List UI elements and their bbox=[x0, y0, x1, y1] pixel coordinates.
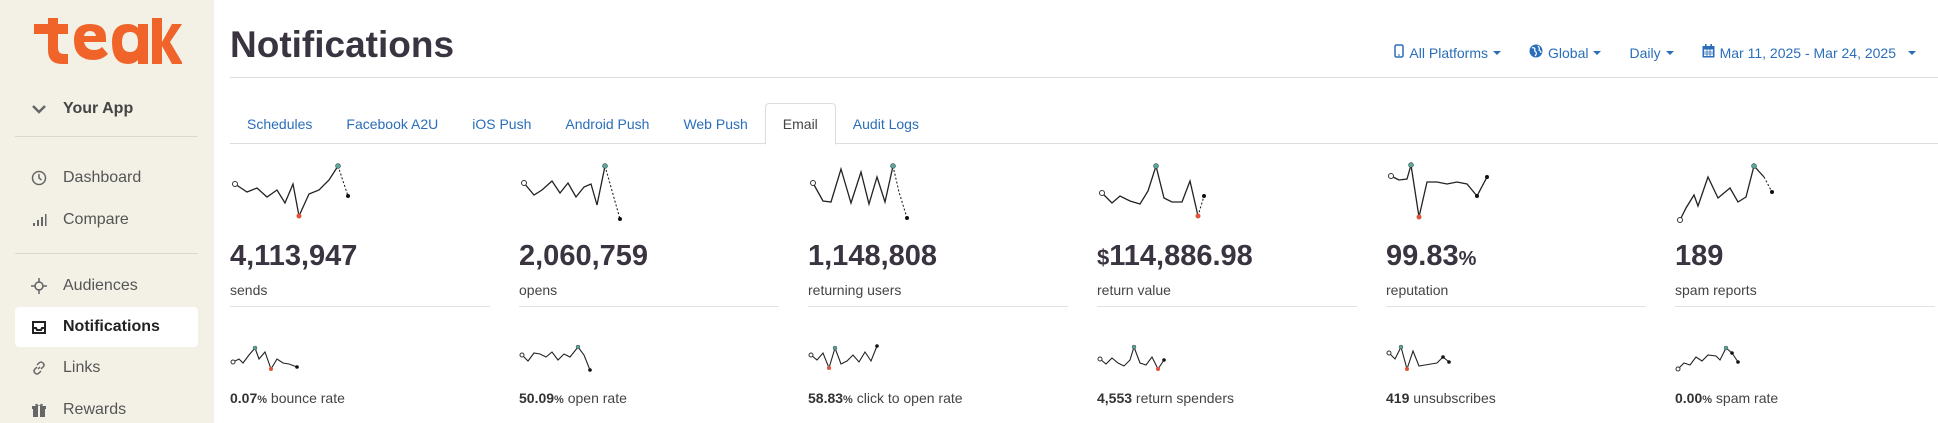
sidebar: Your App Dashboard Compare Audiences bbox=[0, 0, 214, 423]
submetric-text: 58.83% click to open rate bbox=[808, 390, 963, 406]
date-range-filter[interactable]: Mar 11, 2025 - Mar 24, 2025 bbox=[1702, 44, 1916, 61]
sidebar-divider bbox=[15, 253, 198, 254]
metric-label: spam reports bbox=[1675, 282, 1757, 298]
platform-filter[interactable]: All Platforms bbox=[1394, 44, 1501, 61]
metric-value: 189 bbox=[1675, 240, 1724, 272]
sidebar-item-label: Compare bbox=[63, 211, 129, 228]
sidebar-item-label: Audiences bbox=[63, 277, 138, 294]
tab-web-push[interactable]: Web Push bbox=[683, 115, 748, 132]
filter-bar: All Platforms Global Daily Mar 11, 2025 … bbox=[1366, 44, 1916, 61]
metric-divider bbox=[1097, 306, 1357, 307]
submetric-text: 0.07% bounce rate bbox=[230, 390, 345, 406]
sends-sparkline bbox=[232, 163, 350, 219]
caret-down-icon bbox=[1908, 50, 1916, 55]
teak-logo[interactable] bbox=[30, 18, 182, 64]
opens-sparkline bbox=[521, 163, 622, 221]
metric-divider bbox=[808, 306, 1068, 307]
tab-facebook-a2u[interactable]: Facebook A2U bbox=[346, 115, 439, 132]
globe-icon bbox=[1529, 44, 1543, 61]
sidebar-divider bbox=[15, 136, 198, 137]
crosshair-icon bbox=[29, 276, 49, 296]
app-selector[interactable]: Your App bbox=[15, 89, 198, 129]
click-to-open-rate-sparkline bbox=[808, 344, 879, 370]
metric-divider bbox=[1675, 306, 1935, 307]
returning-users-sparkline bbox=[810, 163, 909, 220]
sidebar-item-label: Notifications bbox=[63, 318, 160, 335]
tab-audit-logs[interactable]: Audit Logs bbox=[852, 115, 919, 132]
sidebar-item-compare[interactable]: Compare bbox=[15, 200, 198, 240]
metric-value: 99.83% bbox=[1386, 240, 1477, 272]
notification-tabs: Schedules Facebook A2U iOS Push Android … bbox=[230, 103, 1938, 145]
gift-icon bbox=[29, 400, 49, 420]
submetric-text: 419 unsubscribes bbox=[1386, 390, 1496, 406]
metric-divider bbox=[230, 306, 490, 307]
chevron-down-icon bbox=[29, 99, 49, 119]
sidebar-item-label: Links bbox=[63, 359, 101, 376]
metric-divider bbox=[1386, 306, 1646, 307]
region-filter[interactable]: Global bbox=[1529, 44, 1602, 61]
spam-rate-sparkline bbox=[1675, 345, 1740, 372]
calendar-icon bbox=[1702, 44, 1715, 61]
caret-down-icon bbox=[1665, 50, 1674, 55]
main-content: Notifications All Platforms Global Daily bbox=[214, 0, 1938, 423]
return-spenders-sparkline bbox=[1097, 344, 1166, 371]
sidebar-item-audiences[interactable]: Audiences bbox=[15, 266, 198, 306]
sidebar-item-notifications[interactable]: Notifications bbox=[15, 307, 198, 347]
platform-filter-label: All Platforms bbox=[1409, 44, 1488, 61]
sidebar-item-label: Rewards bbox=[63, 401, 127, 418]
clock-icon bbox=[29, 168, 49, 188]
sidebar-item-links[interactable]: Links bbox=[15, 348, 198, 388]
metric-value: $114,886.98 bbox=[1097, 240, 1253, 272]
metric-value: 2,060,759 bbox=[519, 240, 649, 272]
metric-value: 1,148,808 bbox=[808, 240, 938, 272]
interval-filter-label: Daily bbox=[1629, 44, 1661, 61]
unsubscribes-sparkline bbox=[1386, 344, 1451, 371]
caret-down-icon bbox=[1493, 50, 1501, 55]
tab-schedules[interactable]: Schedules bbox=[247, 115, 313, 132]
metric-value: 4,113,947 bbox=[230, 240, 358, 272]
open-rate-sparkline bbox=[519, 344, 592, 372]
header-divider bbox=[230, 77, 1938, 78]
app-selector-label: Your App bbox=[63, 100, 134, 117]
metric-label: reputation bbox=[1386, 282, 1449, 298]
inbox-icon bbox=[29, 317, 49, 337]
bounce-rate-sparkline bbox=[230, 345, 299, 371]
submetric-text: 4,553 return spenders bbox=[1097, 390, 1234, 406]
caret-down-icon bbox=[1593, 50, 1602, 55]
page-title: Notifications bbox=[230, 24, 455, 65]
sidebar-item-dashboard[interactable]: Dashboard bbox=[15, 158, 198, 198]
sidebar-item-label: Dashboard bbox=[63, 169, 142, 186]
region-filter-label: Global bbox=[1548, 44, 1589, 61]
metric-label: opens bbox=[519, 282, 558, 298]
mobile-icon bbox=[1394, 44, 1405, 61]
tab-ios-push[interactable]: iOS Push bbox=[472, 115, 532, 132]
metric-label: return value bbox=[1097, 282, 1171, 298]
reputation-sparkline bbox=[1388, 162, 1489, 220]
sidebar-item-rewards[interactable]: Rewards bbox=[15, 390, 198, 423]
bar-chart-icon bbox=[29, 210, 49, 230]
tab-android-push[interactable]: Android Push bbox=[565, 115, 650, 132]
submetric-text: 0.00% spam rate bbox=[1675, 390, 1779, 406]
submetric-text: 50.09% open rate bbox=[519, 390, 627, 406]
link-icon bbox=[29, 358, 49, 378]
spam-reports-sparkline bbox=[1677, 163, 1774, 223]
return-value-sparkline bbox=[1099, 163, 1206, 219]
date-range-label: Mar 11, 2025 - Mar 24, 2025 bbox=[1719, 44, 1896, 61]
metric-divider bbox=[519, 306, 779, 307]
tab-email[interactable]: Email bbox=[764, 103, 836, 145]
metric-label: sends bbox=[230, 282, 268, 298]
interval-filter[interactable]: Daily bbox=[1629, 44, 1674, 61]
metric-label: returning users bbox=[808, 282, 902, 298]
